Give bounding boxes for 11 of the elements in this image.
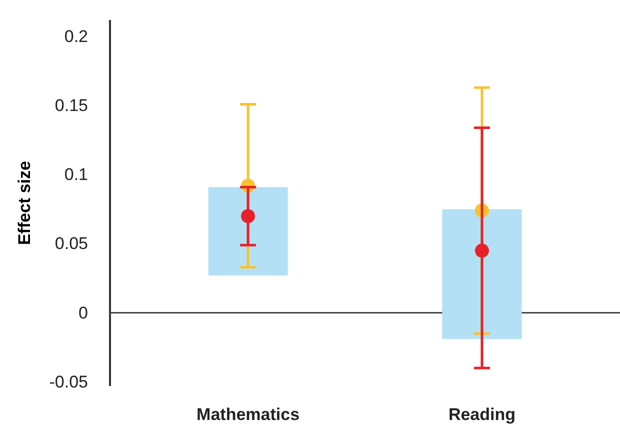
- y-axis-title: Effect size: [15, 160, 34, 246]
- point: [241, 209, 256, 224]
- x-tick-label: Reading: [448, 405, 516, 424]
- y-tick-label: 0.15: [54, 96, 88, 116]
- point: [474, 244, 489, 258]
- y-tick-label: -0.05: [49, 372, 88, 392]
- y-tick-label: 0.1: [64, 165, 88, 184]
- y-tick-label: 0: [78, 303, 88, 322]
- y-tick-label: 0.2: [64, 27, 88, 46]
- x-tick-label: Mathematics: [196, 405, 300, 424]
- y-tick-label: 0.05: [54, 234, 88, 254]
